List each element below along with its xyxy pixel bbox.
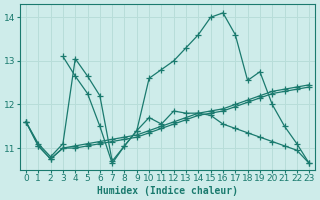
- X-axis label: Humidex (Indice chaleur): Humidex (Indice chaleur): [97, 186, 238, 196]
